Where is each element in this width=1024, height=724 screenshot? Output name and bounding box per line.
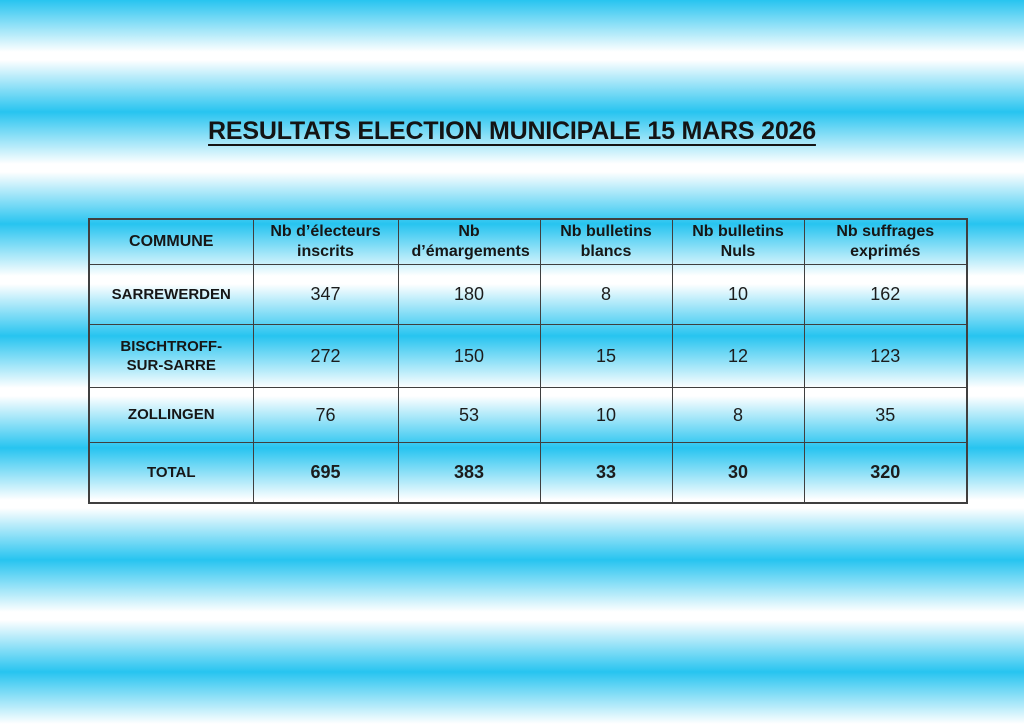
cell-value: 53 xyxy=(397,387,541,443)
header-emargements: Nb d’émargements xyxy=(397,218,541,265)
header-electeurs-inscrits: Nb d’électeurs inscrits xyxy=(252,218,399,265)
cell-value: 76 xyxy=(252,387,399,443)
total-value: 320 xyxy=(803,442,968,503)
cell-value: 123 xyxy=(803,324,968,388)
cell-value: 10 xyxy=(671,264,805,325)
page-title: RESULTATS ELECTION MUNICIPALE 15 MARS 20… xyxy=(0,117,1024,146)
cell-value: 12 xyxy=(671,324,805,388)
cell-value: 347 xyxy=(252,264,399,325)
cell-value: 272 xyxy=(252,324,399,388)
table-row-bischtroff-sur-sarre: BISCHTROFF-SUR-SARRE 272 150 15 12 123 xyxy=(88,324,968,388)
table-header-row: COMMUNE Nb d’électeurs inscrits Nb d’éma… xyxy=(88,218,968,265)
cell-value: 8 xyxy=(671,387,805,443)
commune-name: SARREWERDEN xyxy=(88,264,254,325)
cell-value: 35 xyxy=(803,387,968,443)
total-value: 695 xyxy=(252,442,399,503)
cell-value: 180 xyxy=(397,264,541,325)
results-table: COMMUNE Nb d’électeurs inscrits Nb d’éma… xyxy=(88,218,968,504)
page-title-text: RESULTATS ELECTION MUNICIPALE 15 MARS 20… xyxy=(208,117,816,145)
cell-value: 8 xyxy=(539,264,673,325)
total-value: 33 xyxy=(539,442,673,503)
header-bulletins-blancs: Nb bulletins blancs xyxy=(539,218,673,265)
header-suffrages-exprimes: Nb suffrages exprimés xyxy=(803,218,968,265)
header-bulletins-nuls: Nb bulletins Nuls xyxy=(671,218,805,265)
header-commune: COMMUNE xyxy=(88,218,254,265)
table-row-zollingen: ZOLLINGEN 76 53 10 8 35 xyxy=(88,387,968,443)
total-label: TOTAL xyxy=(88,442,254,503)
total-value: 383 xyxy=(397,442,541,503)
table-row-total: TOTAL 695 383 33 30 320 xyxy=(88,442,968,503)
commune-name: ZOLLINGEN xyxy=(88,387,254,443)
table-row-sarrewerden: SARREWERDEN 347 180 8 10 162 xyxy=(88,264,968,325)
cell-value: 162 xyxy=(803,264,968,325)
cell-value: 10 xyxy=(539,387,673,443)
commune-name: BISCHTROFF-SUR-SARRE xyxy=(88,324,254,388)
cell-value: 15 xyxy=(539,324,673,388)
total-value: 30 xyxy=(671,442,805,503)
cell-value: 150 xyxy=(397,324,541,388)
